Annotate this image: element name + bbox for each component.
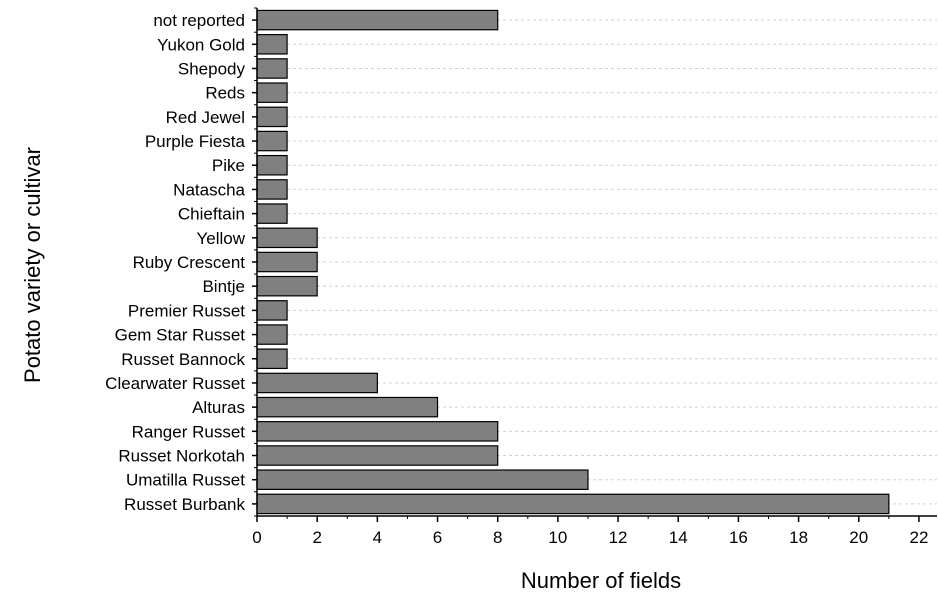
bar-red-jewel: [256, 106, 288, 128]
bar-not-reported: [256, 9, 499, 31]
y-tick-label: Russet Burbank: [124, 495, 245, 514]
bar-chieftain: [256, 203, 288, 224]
y-tick-label: Yellow: [196, 229, 245, 248]
bar-pike: [256, 154, 288, 176]
x-tick-label: 12: [609, 528, 628, 547]
y-tick-label: Yukon Gold: [157, 35, 245, 54]
bar-umatilla-russet: [256, 469, 589, 490]
bar-russet-burbank: [256, 493, 890, 515]
y-tick-label: Clearwater Russet: [105, 374, 245, 393]
x-axis-title: Number of fields: [521, 568, 681, 593]
y-tick-label: Umatilla Russet: [126, 471, 245, 490]
x-tick-label: 16: [729, 528, 748, 547]
y-tick-label: Ruby Crescent: [133, 253, 246, 272]
bar-gem-star-russet: [256, 324, 288, 345]
bar-russet-norkotah: [256, 445, 499, 466]
bar-yellow: [256, 227, 318, 249]
bar-bintje: [256, 275, 318, 297]
y-tick-label: Russet Bannock: [121, 350, 245, 369]
bar-reds: [256, 82, 288, 103]
y-tick-label: Bintje: [202, 277, 245, 296]
y-tick-label: Chieftain: [178, 205, 245, 224]
bars: [256, 9, 890, 515]
bar-ranger-russet: [256, 421, 499, 442]
bar-russet-bannock: [256, 348, 288, 370]
y-tick-label: Ranger Russet: [132, 422, 246, 441]
x-tick-label: 4: [373, 528, 382, 547]
bar-yukon-gold: [256, 34, 288, 55]
y-tick-label: Pike: [212, 156, 245, 175]
y-tick-label: Russet Norkotah: [118, 447, 245, 466]
x-tick-label: 8: [493, 528, 502, 547]
gridlines: [257, 19, 937, 505]
bar-alturas: [256, 396, 439, 418]
bar-shepody: [256, 58, 288, 79]
x-tick-label: 14: [669, 528, 688, 547]
y-tick-label: Premier Russet: [128, 301, 245, 320]
bar-ruby-crescent: [256, 251, 318, 273]
bar-premier-russet: [256, 300, 288, 321]
bar-purple-fiesta: [256, 130, 288, 152]
bar-natascha: [256, 179, 288, 200]
bar-clearwater-russet: [256, 372, 378, 394]
y-tick-label: Shepody: [178, 59, 246, 78]
y-axis-title: Potato variety or cultivar: [20, 147, 45, 383]
x-tick-label: 18: [789, 528, 808, 547]
x-tick-label: 20: [849, 528, 868, 547]
y-tick-label: Alturas: [192, 398, 245, 417]
y-tick-label: Red Jewel: [166, 108, 245, 127]
y-tick-label: Purple Fiesta: [145, 132, 246, 151]
x-tick-label: 6: [433, 528, 442, 547]
y-tick-label: not reported: [153, 11, 245, 30]
y-tick-label: Natascha: [173, 180, 245, 199]
y-tick-label: Gem Star Russet: [115, 326, 246, 345]
x-tick-label: 22: [909, 528, 928, 547]
x-tick-label: 10: [548, 528, 567, 547]
ticks: not reported Yukon Gold Shepody Reds Red Jew…: [105, 7, 928, 547]
y-tick-label: Reds: [205, 84, 245, 103]
x-tick-label: 2: [312, 528, 321, 547]
x-tick-label: 0: [252, 528, 261, 547]
